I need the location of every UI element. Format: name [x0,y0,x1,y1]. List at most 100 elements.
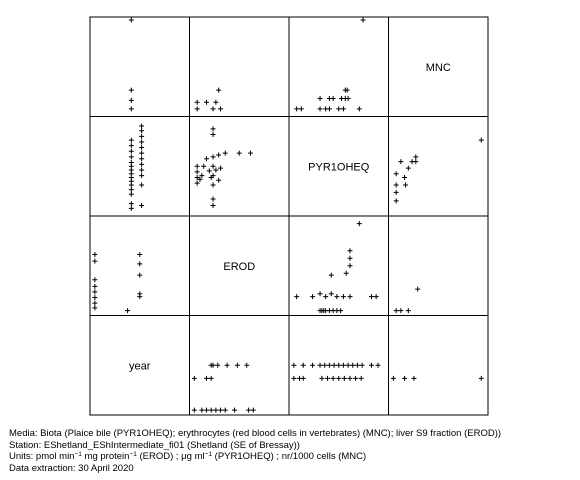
point-year_vs_erod-7 [204,375,210,381]
point-pyr1oheq_vs_year-15 [139,123,145,129]
point-pyr1oheq_vs_erod-8 [194,163,200,169]
point-erod_vs_year-9 [137,252,143,258]
point-pyr1oheq_vs_year-16 [139,128,145,134]
scatter-matrix: MNC PYR1OHEQ EROD year [89,16,489,416]
point-year_vs_erod-1 [210,362,216,368]
point-year_vs_mnc-2 [411,375,417,381]
point-pyr1oheq_vs_mnc-7 [405,165,411,171]
point-pyr1oheq_vs_mnc-2 [393,189,399,195]
point-pyr1oheq_vs_year-13 [128,201,134,207]
point-year_vs_erod-8 [208,375,214,381]
point-year_vs_pyr1oheq-11 [354,362,360,368]
point-mnc_vs_pyr1oheq-11 [317,106,323,112]
point-year_vs_erod-10 [199,407,205,413]
point-year_vs_mnc-3 [478,375,484,381]
point-year_vs_pyr1oheq-7 [336,362,342,368]
point-erod_vs_year-8 [125,308,131,314]
point-pyr1oheq_vs_erod-7 [210,203,216,209]
footer-extraction: Data extraction: 30 April 2020 [9,462,134,474]
point-pyr1oheq_vs_erod-5 [210,182,216,188]
point-mnc_vs_pyr1oheq-14 [336,106,342,112]
point-year_vs_erod-18 [250,407,256,413]
point-pyr1oheq_vs_erod-24 [216,177,222,183]
point-erod_vs_mnc-0 [393,308,399,314]
point-erod_vs_pyr1oheq-1 [310,294,316,300]
point-pyr1oheq_vs_erod-3 [210,163,216,169]
variable-label-pyr1oheq: PYR1OHEQ [308,161,370,173]
chart-footer: Media: Biota (Plaice bile (PYR1OHEQ); er… [9,428,501,474]
point-erod_vs_mnc-2 [405,308,411,314]
point-erod_vs_pyr1oheq-17 [338,308,344,314]
point-mnc_vs_year-3 [128,87,134,93]
point-pyr1oheq_vs_erod-18 [206,168,212,174]
point-year_vs_pyr1oheq-17 [300,375,306,381]
point-year_vs_erod-12 [208,407,214,413]
point-year_vs_erod-3 [224,362,230,368]
point-pyr1oheq_vs_erod-17 [247,150,253,156]
point-year_vs_erod-17 [246,407,252,413]
point-erod_vs_year-0 [92,252,98,258]
point-pyr1oheq_vs_mnc-6 [403,182,409,188]
point-erod_vs_pyr1oheq-5 [334,294,340,300]
footer-station: Station: EShetland_EShIntermediate_fi01 … [9,439,300,451]
point-pyr1oheq_vs_year-23 [139,167,145,173]
point-year_vs_pyr1oheq-6 [331,362,337,368]
point-pyr1oheq_vs_erod-2 [210,154,216,160]
point-mnc_vs_year-1 [128,106,134,112]
panel-erod-vs-mnc [388,215,489,316]
point-erod_vs_pyr1oheq-20 [347,263,353,269]
point-pyr1oheq_vs_erod-11 [194,180,200,186]
point-mnc_vs_year-0 [128,17,134,23]
point-erod_vs_year-4 [92,289,98,295]
point-year_vs_pyr1oheq-15 [291,375,297,381]
point-pyr1oheq_vs_year-10 [128,182,134,188]
point-pyr1oheq_vs_erod-0 [210,126,216,132]
point-year_vs_erod-2 [215,362,221,368]
point-pyr1oheq_vs_year-1 [128,143,134,149]
point-year_vs_pyr1oheq-3 [317,362,323,368]
point-year_vs_pyr1oheq-14 [375,362,381,368]
point-pyr1oheq_vs_erod-10 [194,174,200,180]
point-erod_vs_year-10 [137,261,143,267]
point-year_vs_erod-15 [222,407,228,413]
point-pyr1oheq_vs_erod-14 [216,152,222,158]
point-year_vs_erod-14 [218,407,224,413]
point-pyr1oheq_vs_year-11 [128,187,134,193]
point-erod_vs_pyr1oheq-23 [356,221,362,227]
panel-pyr1oheq-vs-year [89,116,190,217]
point-pyr1oheq_vs_erod-19 [201,163,207,169]
point-year_vs_erod-13 [213,407,219,413]
point-year_vs_pyr1oheq-19 [325,375,331,381]
panel-mnc-vs-year [89,16,190,117]
point-erod_vs_pyr1oheq-0 [294,294,300,300]
variable-label-year: year [129,360,151,372]
footer-units: Units: pmol min−1 mg protein−1 (EROD) ; … [9,451,367,463]
point-erod_vs_mnc-1 [398,308,404,314]
variable-label-erod: EROD [223,261,255,273]
point-pyr1oheq_vs_year-12 [128,191,134,197]
point-erod_vs_pyr1oheq-19 [343,270,349,276]
point-year_vs_pyr1oheq-23 [347,375,353,381]
point-mnc_vs_erod-5 [210,106,216,112]
point-erod_vs_pyr1oheq-21 [347,255,353,261]
point-pyr1oheq_vs_erod-13 [199,173,205,179]
point-pyr1oheq_vs_year-2 [128,148,134,154]
point-mnc_vs_pyr1oheq-2 [344,87,350,93]
point-pyr1oheq_vs_erod-22 [213,167,219,173]
point-pyr1oheq_vs_erod-1 [210,131,216,137]
point-pyr1oheq_vs_erod-16 [236,150,242,156]
point-mnc_vs_pyr1oheq-15 [340,106,346,112]
point-pyr1oheq_vs_mnc-1 [393,182,399,188]
panel-year-vs-mnc [388,315,489,416]
point-mnc_vs_year-2 [128,97,134,103]
point-erod_vs_pyr1oheq-22 [347,248,353,254]
point-pyr1oheq_vs_mnc-3 [393,198,399,204]
point-pyr1oheq_vs_year-24 [139,173,145,179]
point-mnc_vs_erod-1 [194,99,200,105]
point-mnc_vs_erod-3 [213,99,219,105]
point-year_vs_pyr1oheq-24 [353,375,359,381]
point-erod_vs_pyr1oheq-6 [340,294,346,300]
point-mnc_vs_pyr1oheq-5 [330,96,336,102]
point-year_vs_pyr1oheq-18 [319,375,325,381]
point-pyr1oheq_vs_erod-23 [208,174,214,180]
